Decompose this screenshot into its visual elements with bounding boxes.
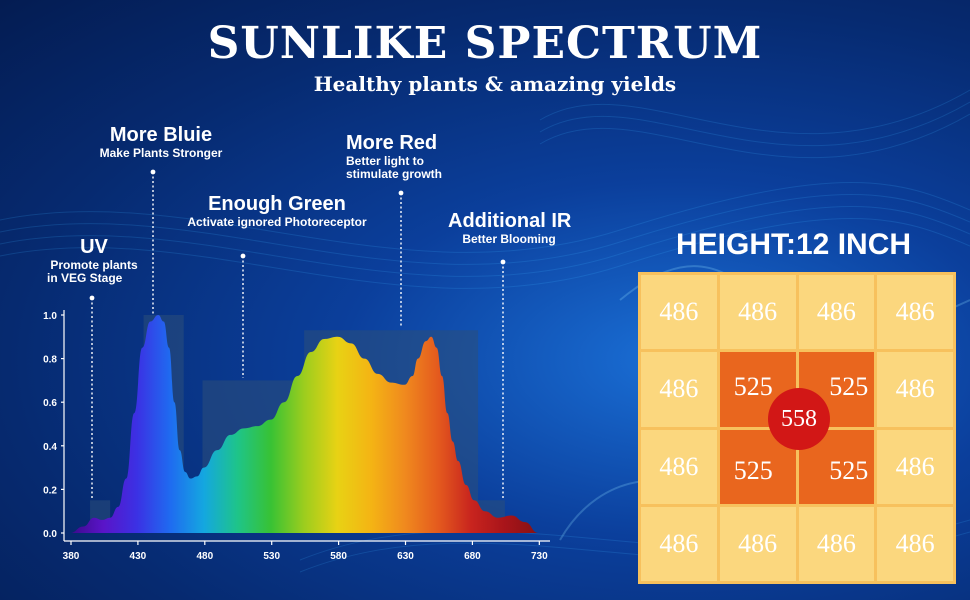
page-title: SUNLIKE SPECTRUM bbox=[207, 18, 763, 69]
height-title: HEIGHT:12 INCH bbox=[676, 228, 912, 261]
red-line-1: Better light to bbox=[346, 154, 424, 168]
x-tick-label: 580 bbox=[330, 551, 347, 562]
grid-cell: 525 bbox=[798, 429, 875, 504]
grid-cell: 486 bbox=[719, 506, 796, 581]
blue-leader-dot bbox=[150, 169, 156, 175]
uv-line-1: Promote plants bbox=[50, 258, 138, 272]
spectrum-chart: 380 430 480 530 580 630 680 730 0.0 0.2 0.4 0.6 0.8 1… bbox=[43, 311, 548, 562]
y-tick-label: 1.0 bbox=[43, 311, 57, 322]
center-peak-value: 558 bbox=[768, 388, 830, 450]
grid-cell: 486 bbox=[719, 275, 796, 350]
uv-leader-dot bbox=[89, 295, 95, 301]
grid-cell: 486 bbox=[641, 506, 717, 581]
grid-cell: 525 bbox=[798, 352, 875, 427]
red-annotation: More Red Better light to stimulate growt… bbox=[346, 132, 456, 181]
x-tick-label: 430 bbox=[130, 551, 147, 562]
annotation-leaders bbox=[0, 0, 620, 600]
x-tick-label: 630 bbox=[397, 551, 414, 562]
page-subtitle: Healthy plants & amazing yields bbox=[313, 72, 677, 96]
green-title: Enough Green bbox=[208, 193, 346, 215]
ir-leader-dot bbox=[500, 259, 506, 265]
ir-annotation: Additional IR Better Blooming bbox=[448, 210, 572, 246]
grid-cell: 486 bbox=[877, 506, 953, 581]
grid-cell: 486 bbox=[798, 506, 875, 581]
x-tick-label: 680 bbox=[464, 551, 481, 562]
green-line-1: Activate ignored Photoreceptor bbox=[187, 215, 367, 229]
grid-cell: 486 bbox=[641, 275, 717, 350]
spectrum-area bbox=[70, 315, 539, 533]
y-tick-label: 0.4 bbox=[43, 442, 57, 453]
y-tick-label: 0.0 bbox=[43, 529, 57, 540]
y-tick-label: 0.8 bbox=[43, 355, 57, 366]
ir-line-1: Better Blooming bbox=[462, 232, 556, 246]
uv-line-2: in VEG Stage bbox=[47, 271, 123, 285]
grid-cell: 525 bbox=[719, 429, 796, 504]
grid-cell: 486 bbox=[641, 429, 717, 504]
green-leader-dot bbox=[240, 253, 246, 259]
uv-annotation: UV Promote plants in VEG Stage bbox=[40, 236, 148, 285]
uv-title: UV bbox=[80, 236, 108, 258]
x-tick-label: 380 bbox=[63, 551, 80, 562]
blue-title: More Bluie bbox=[109, 124, 213, 146]
grid-cell: 486 bbox=[641, 352, 717, 427]
green-annotation: Enough Green Activate ignored Photorecep… bbox=[178, 193, 376, 229]
y-tick-label: 0.6 bbox=[43, 398, 57, 409]
grid-cell: 486 bbox=[877, 275, 953, 350]
x-tick-label: 530 bbox=[263, 551, 280, 562]
blue-annotation: More Bluie Make Plants Stronger bbox=[90, 124, 232, 160]
x-tick-label: 730 bbox=[531, 551, 548, 562]
y-tick-label: 0.2 bbox=[43, 485, 57, 496]
grid-cell: 486 bbox=[877, 429, 953, 504]
red-leader-dot bbox=[398, 190, 404, 196]
red-line-2: stimulate growth bbox=[346, 167, 443, 181]
grid-cell: 486 bbox=[877, 352, 953, 427]
red-title: More Red bbox=[346, 132, 438, 154]
grid-cell: 486 bbox=[798, 275, 875, 350]
x-tick-label: 480 bbox=[196, 551, 213, 562]
ir-title: Additional IR bbox=[448, 210, 572, 232]
blue-line-1: Make Plants Stronger bbox=[99, 146, 223, 160]
